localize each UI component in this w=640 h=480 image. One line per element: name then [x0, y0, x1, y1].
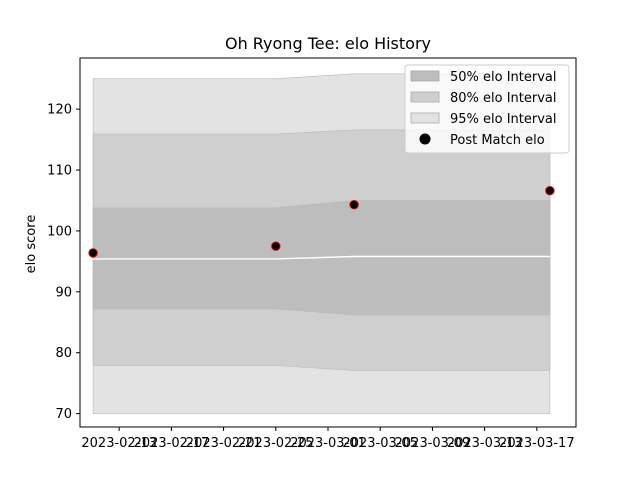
- x-tick-label: 2023-03-13: [447, 436, 523, 451]
- axes: 7080901001101202023-02-132023-02-172023-…: [47, 57, 577, 451]
- legend-swatch: [410, 70, 440, 82]
- y-tick-label: 120: [47, 103, 72, 118]
- legend-swatch: [410, 91, 440, 103]
- x-tick-label: 2023-02-21: [186, 436, 262, 451]
- x-tick-label: 2023-03-17: [499, 436, 575, 451]
- legend-label: 95% elo Interval: [450, 112, 557, 127]
- x-tick-label: 2023-03-05: [342, 436, 418, 451]
- x-tick-label: 2023-03-01: [290, 436, 366, 451]
- x-tick-label: 2023-02-13: [81, 436, 157, 451]
- data-point: [545, 186, 555, 196]
- chart-title: Oh Ryong Tee: elo History: [225, 34, 431, 53]
- legend: 50% elo Interval 80% elo Interval 95% elo …: [404, 64, 570, 154]
- legend-label: Post Match elo: [450, 133, 545, 148]
- data-point: [271, 241, 281, 251]
- legend-label: 50% elo Interval: [450, 70, 557, 85]
- y-axis-label: elo score: [24, 215, 39, 274]
- legend-label: 80% elo Interval: [450, 91, 557, 106]
- x-tick-label: 2023-02-17: [134, 436, 210, 451]
- x-tick-label: 2023-03-09: [395, 436, 471, 451]
- y-tick-label: 100: [47, 224, 72, 239]
- y-tick-label: 70: [55, 407, 72, 422]
- y-tick-label: 90: [55, 285, 72, 300]
- data-point: [88, 248, 98, 258]
- data-point: [349, 200, 359, 210]
- legend-marker: [419, 133, 431, 145]
- y-tick-label: 80: [55, 346, 72, 361]
- center-line: [93, 255, 550, 260]
- y-tick-label: 110: [47, 164, 72, 179]
- x-tick-label: 2023-02-25: [238, 436, 314, 451]
- legend-box: [404, 64, 570, 154]
- legend-swatch: [410, 112, 440, 124]
- plot-area: [88, 73, 555, 414]
